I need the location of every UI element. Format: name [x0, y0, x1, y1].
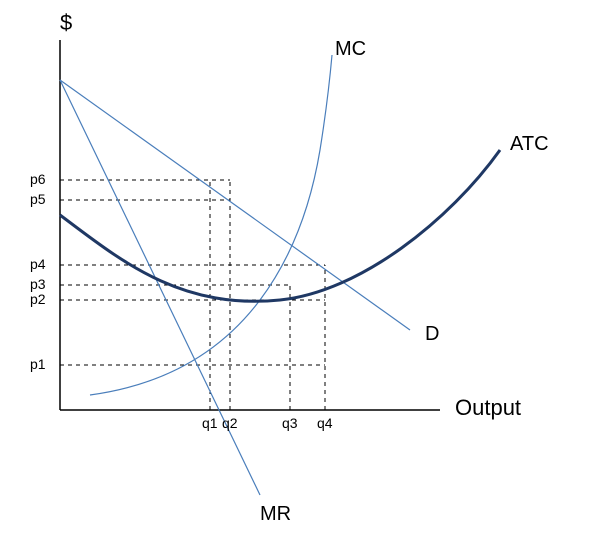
- mr-label: MR: [260, 503, 291, 525]
- atc-label: ATC: [510, 133, 549, 155]
- demand-label: D: [425, 323, 439, 345]
- p4-tick-label: p4: [30, 256, 46, 272]
- mc-label: MC: [335, 38, 366, 60]
- average-total-cost-curve: [60, 150, 500, 301]
- p2-tick-label: p2: [30, 291, 46, 307]
- q4-tick-label: q4: [317, 415, 333, 431]
- marginal-cost-curve: [90, 55, 332, 395]
- reference-dash-lines: [60, 180, 325, 410]
- demand-curve: [60, 80, 410, 330]
- x-axis-label: Output: [455, 395, 521, 420]
- p5-tick-label: p5: [30, 191, 46, 207]
- q2-tick-label: q2: [222, 415, 238, 431]
- y-axis-label: $: [60, 10, 72, 35]
- q1-tick-label: q1: [202, 415, 218, 431]
- p6-tick-label: p6: [30, 171, 46, 187]
- q3-tick-label: q3: [282, 415, 298, 431]
- p1-tick-label: p1: [30, 356, 46, 372]
- cost-curve-diagram: $ Output MC ATC D MR p1 p2 p3 p4 p5 p6 q…: [0, 0, 592, 542]
- p3-tick-label: p3: [30, 276, 46, 292]
